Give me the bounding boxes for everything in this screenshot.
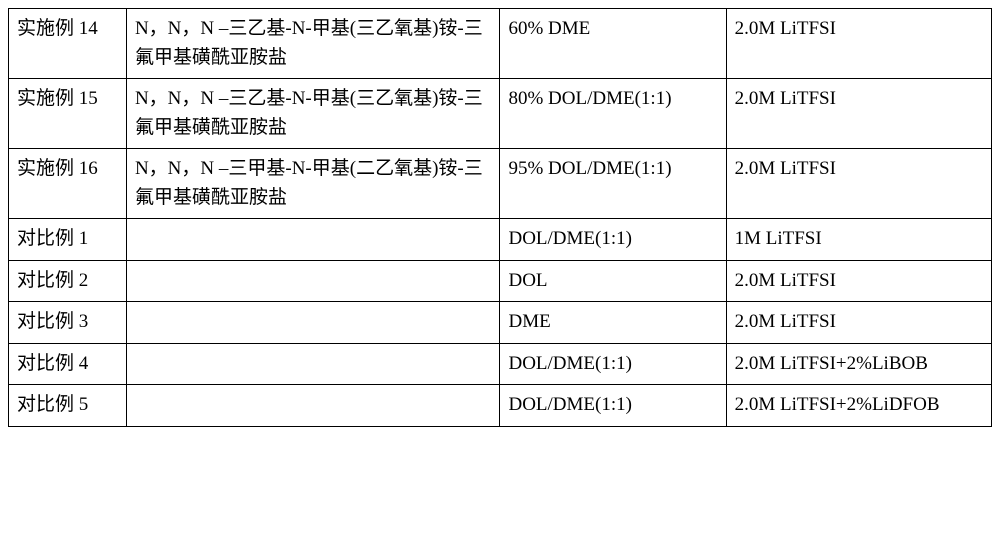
electrolyte-cell: 2.0M LiTFSI [726, 79, 991, 149]
row-label: 对比例 2 [9, 260, 127, 302]
compound-cell: N，N，N –三甲基-N-甲基(二乙氧基)铵-三氟甲基磺酰亚胺盐 [126, 149, 500, 219]
solvent-cell: DOL/DME(1:1) [500, 343, 726, 385]
electrolyte-cell: 2.0M LiTFSI+2%LiDFOB [726, 385, 991, 427]
table-row: 对比例 3 DME 2.0M LiTFSI [9, 302, 992, 344]
table-row: 对比例 4 DOL/DME(1:1) 2.0M LiTFSI+2%LiBOB [9, 343, 992, 385]
solvent-cell: 80% DOL/DME(1:1) [500, 79, 726, 149]
electrolyte-cell: 2.0M LiTFSI [726, 149, 991, 219]
row-label: 实施例 15 [9, 79, 127, 149]
solvent-cell: 60% DME [500, 9, 726, 79]
compound-cell [126, 385, 500, 427]
solvent-cell: DOL/DME(1:1) [500, 385, 726, 427]
table-row: 实施例 15 N，N，N –三乙基-N-甲基(三乙氧基)铵-三氟甲基磺酰亚胺盐 … [9, 79, 992, 149]
row-label: 实施例 14 [9, 9, 127, 79]
compound-cell: N，N，N –三乙基-N-甲基(三乙氧基)铵-三氟甲基磺酰亚胺盐 [126, 79, 500, 149]
row-label: 对比例 3 [9, 302, 127, 344]
compound-cell [126, 260, 500, 302]
table-body: 实施例 14 N，N，N –三乙基-N-甲基(三乙氧基)铵-三氟甲基磺酰亚胺盐 … [9, 9, 992, 427]
solvent-cell: DOL [500, 260, 726, 302]
row-label: 对比例 5 [9, 385, 127, 427]
row-label: 实施例 16 [9, 149, 127, 219]
row-label: 对比例 4 [9, 343, 127, 385]
electrolyte-cell: 2.0M LiTFSI [726, 260, 991, 302]
row-label: 对比例 1 [9, 219, 127, 261]
electrolyte-cell: 1M LiTFSI [726, 219, 991, 261]
solvent-cell: DOL/DME(1:1) [500, 219, 726, 261]
compound-cell [126, 343, 500, 385]
solvent-cell: DME [500, 302, 726, 344]
compound-cell [126, 219, 500, 261]
electrolyte-cell: 2.0M LiTFSI+2%LiBOB [726, 343, 991, 385]
table-row: 对比例 5 DOL/DME(1:1) 2.0M LiTFSI+2%LiDFOB [9, 385, 992, 427]
electrolyte-cell: 2.0M LiTFSI [726, 302, 991, 344]
table-row: 实施例 16 N，N，N –三甲基-N-甲基(二乙氧基)铵-三氟甲基磺酰亚胺盐 … [9, 149, 992, 219]
electrolyte-composition-table: 实施例 14 N，N，N –三乙基-N-甲基(三乙氧基)铵-三氟甲基磺酰亚胺盐 … [8, 8, 992, 427]
table-row: 对比例 1 DOL/DME(1:1) 1M LiTFSI [9, 219, 992, 261]
solvent-cell: 95% DOL/DME(1:1) [500, 149, 726, 219]
table-row: 对比例 2 DOL 2.0M LiTFSI [9, 260, 992, 302]
electrolyte-cell: 2.0M LiTFSI [726, 9, 991, 79]
compound-cell: N，N，N –三乙基-N-甲基(三乙氧基)铵-三氟甲基磺酰亚胺盐 [126, 9, 500, 79]
table-row: 实施例 14 N，N，N –三乙基-N-甲基(三乙氧基)铵-三氟甲基磺酰亚胺盐 … [9, 9, 992, 79]
compound-cell [126, 302, 500, 344]
